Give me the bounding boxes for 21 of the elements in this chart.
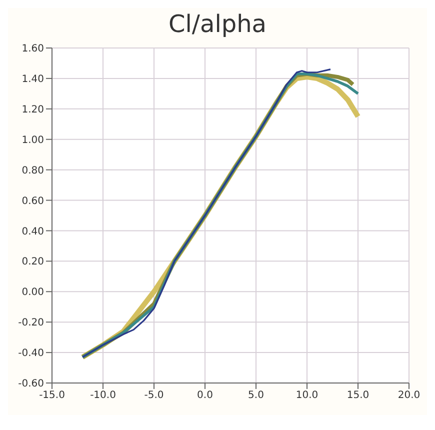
chart-title: Cl/alpha	[167, 9, 268, 40]
y-tick-label: 0.60	[22, 196, 44, 207]
y-tick-label: -0.20	[18, 318, 44, 329]
x-tick-label: -5.0	[144, 390, 164, 402]
x-tick-label: 15.0	[346, 390, 370, 402]
y-tick-label: -0.40	[18, 348, 44, 360]
y-tick-label: -0.60	[18, 378, 44, 390]
y-tick-label: 1.00	[22, 134, 44, 146]
x-tick-label: 5.0	[248, 390, 264, 402]
x-tick-label: -10.0	[90, 390, 116, 402]
x-tick-label: -15.0	[39, 390, 65, 402]
x-tick-label: 10.0	[296, 390, 318, 402]
y-tick-label: 1.20	[22, 104, 44, 116]
y-tick-label: 0.40	[22, 226, 44, 238]
y-tick-label: 0.80	[22, 165, 44, 176]
y-tick-label: 0.00	[22, 287, 44, 298]
y-tick-label: 0.20	[22, 256, 44, 268]
x-tick-label: 0.0	[197, 390, 213, 402]
x-tick-label: 20.0	[398, 390, 420, 402]
y-tick-label: 1.40	[22, 74, 44, 86]
y-tick-label: 1.60	[22, 44, 44, 55]
